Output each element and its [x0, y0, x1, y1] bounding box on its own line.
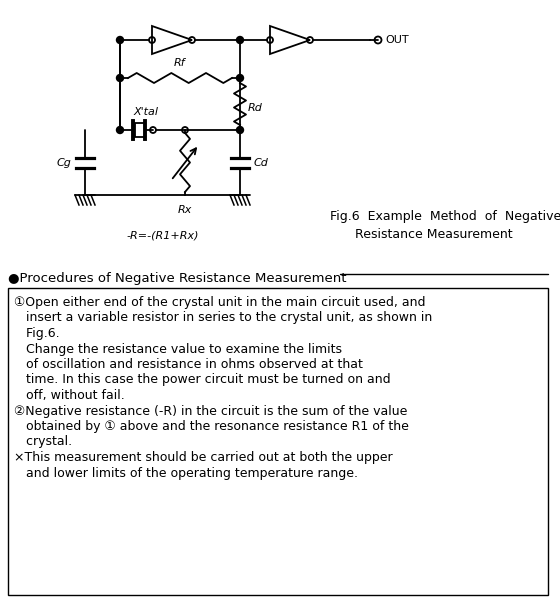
Circle shape [116, 75, 124, 81]
Text: ②Negative resistance (-R) in the circuit is the sum of the value: ②Negative resistance (-R) in the circuit… [14, 404, 407, 418]
Circle shape [236, 75, 244, 81]
Text: ①Open either end of the crystal unit in the main circuit used, and: ①Open either end of the crystal unit in … [14, 296, 426, 309]
Text: X'tal: X'tal [133, 107, 158, 117]
Text: obtained by ① above and the resonance resistance R1 of the: obtained by ① above and the resonance re… [14, 420, 409, 433]
Text: and lower limits of the operating temperature range.: and lower limits of the operating temper… [14, 467, 358, 479]
Text: Fig.6  Example  Method  of  Negative: Fig.6 Example Method of Negative [330, 210, 560, 223]
Text: insert a variable resistor in series to the crystal unit, as shown in: insert a variable resistor in series to … [14, 311, 432, 324]
Text: crystal.: crystal. [14, 436, 72, 448]
Bar [8, 288, 548, 595]
Circle shape [116, 36, 124, 44]
Bar [135, 123, 145, 137]
Text: of oscillation and resistance in ohms observed at that: of oscillation and resistance in ohms ob… [14, 358, 363, 371]
Text: -R=-(R1+Rx): -R=-(R1+Rx) [126, 230, 199, 240]
Text: ×This measurement should be carried out at both the upper: ×This measurement should be carried out … [14, 451, 393, 464]
Text: Fig.6.: Fig.6. [14, 327, 59, 340]
Text: Cg: Cg [56, 158, 71, 167]
Circle shape [236, 127, 244, 133]
Text: Rf: Rf [174, 58, 186, 68]
Text: Rd: Rd [248, 103, 263, 113]
Text: Change the resistance value to examine the limits: Change the resistance value to examine t… [14, 342, 342, 356]
Circle shape [116, 127, 124, 133]
Text: Cd: Cd [254, 158, 269, 167]
Text: time. In this case the power circuit must be turned on and: time. In this case the power circuit mus… [14, 373, 391, 387]
Text: Resistance Measurement: Resistance Measurement [355, 228, 512, 241]
Text: off, without fail.: off, without fail. [14, 389, 125, 402]
Text: ●Procedures of Negative Resistance Measurement: ●Procedures of Negative Resistance Measu… [8, 272, 347, 285]
Circle shape [236, 36, 244, 44]
Text: OUT: OUT [385, 35, 409, 45]
Text: Rx: Rx [178, 205, 192, 215]
